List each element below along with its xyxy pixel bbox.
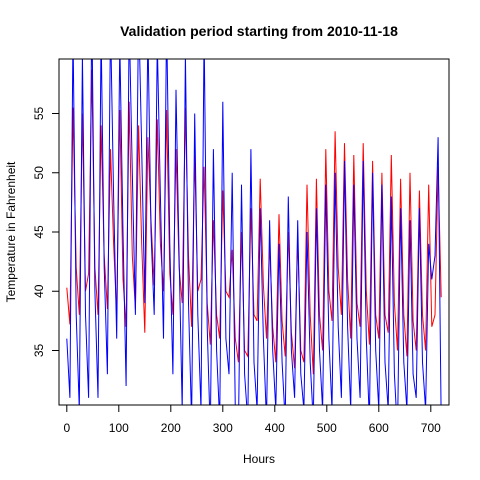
x-tick-label: 0 [63,421,70,435]
x-tick-label: 300 [213,421,233,435]
y-tick-label: 55 [32,107,46,121]
y-tick-label: 35 [32,344,46,358]
series-layer [66,59,442,405]
series-line-2 [66,59,442,405]
y-tick-label: 45 [32,225,46,239]
y-tick-label: 40 [32,284,46,298]
y-axis-label: Temperature in Fahrenheit [4,161,18,302]
x-tick-label: 700 [421,421,441,435]
y-tick-label: 50 [32,166,46,180]
x-tick-label: 200 [161,421,181,435]
y-axis: 35 40 45 50 55 [32,107,60,358]
chart-title: Validation period starting from 2010-11-… [120,23,398,39]
x-tick-label: 500 [317,421,337,435]
x-axis-label: Hours [243,452,275,466]
x-tick-label: 100 [109,421,129,435]
x-tick-label: 400 [265,421,285,435]
series-line-1 [66,69,442,375]
x-axis: 0 100 200 300 400 500 600 700 [63,404,441,435]
x-tick-label: 600 [369,421,389,435]
